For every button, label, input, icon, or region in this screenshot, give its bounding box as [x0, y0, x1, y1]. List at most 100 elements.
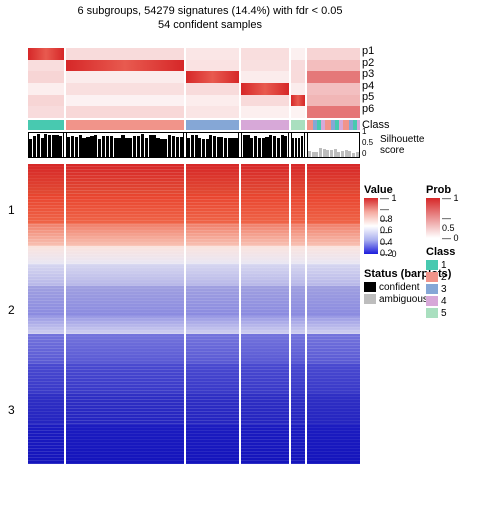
heatmap-block: [28, 194, 64, 224]
silhouette-group: [291, 133, 305, 157]
prob-colorbar: [426, 198, 440, 238]
class-group: [66, 120, 185, 130]
prob-group: [241, 48, 288, 118]
class-group: [241, 120, 288, 130]
heatmap-block: [307, 364, 360, 394]
value-colorbar: [364, 198, 378, 254]
heatmap-block: [28, 286, 64, 316]
prob-group: [291, 48, 305, 118]
heatmap-block: [241, 424, 288, 464]
class-group: [186, 120, 239, 130]
heatmap-block: [291, 164, 305, 194]
heatmap-block: [28, 424, 64, 464]
heatmap-block: [28, 164, 64, 194]
silhouette-label: Silhouettescore: [380, 134, 424, 156]
heatmap-block: [307, 224, 360, 246]
heatmap-block: [241, 164, 288, 194]
legend-item: 3: [426, 284, 455, 296]
heatmap-block: [291, 334, 305, 364]
row-label: 3: [8, 403, 15, 417]
class-group: [307, 120, 360, 130]
silhouette-group: [307, 133, 360, 157]
prob-label: p1: [362, 46, 374, 58]
heatmap-block: [28, 394, 64, 424]
heatmap-block: [66, 246, 185, 264]
heatmap-group: [307, 164, 360, 464]
probability-track: [28, 48, 360, 118]
heatmap-block: [291, 316, 305, 334]
heatmap-block: [291, 424, 305, 464]
heatmap-block: [66, 194, 185, 224]
class-legend: Class 12345: [426, 246, 455, 320]
prob-label: p6: [362, 104, 374, 116]
heatmap-block: [241, 316, 288, 334]
heatmap-block: [307, 424, 360, 464]
heatmap-block: [241, 286, 288, 316]
row-label: 2: [8, 303, 15, 317]
heatmap-group: [28, 164, 64, 464]
prob-label: p3: [362, 69, 374, 81]
silhouette-ticks: 1 0.5 0: [362, 128, 373, 158]
silhouette-group: [28, 133, 64, 157]
silhouette-track: [28, 132, 360, 158]
heatmap-block: [307, 164, 360, 194]
heatmap-block: [241, 246, 288, 264]
heatmap-block: [307, 334, 360, 364]
heatmap-block: [307, 316, 360, 334]
heatmap-block: [291, 264, 305, 286]
heatmap-block: [186, 194, 239, 224]
heatmap-block: [66, 286, 185, 316]
heatmap-block: [186, 424, 239, 464]
silhouette-group: [66, 133, 185, 157]
legend-item: confident: [364, 282, 484, 294]
value-legend: Value — 1— 0.8— 0.6— 0.4— 0.2— 0: [364, 184, 400, 254]
heatmap-block: [291, 286, 305, 316]
heatmap-block: [28, 264, 64, 286]
heatmap: [28, 164, 360, 464]
title-line-1: 6 subgroups, 54279 signatures (14.4%) wi…: [50, 4, 370, 18]
heatmap-group: [241, 164, 288, 464]
legend-item: 5: [426, 308, 455, 320]
legend-item: 4: [426, 296, 455, 308]
heatmap-block: [66, 224, 185, 246]
heatmap-block: [186, 224, 239, 246]
heatmap-block: [291, 364, 305, 394]
plot-title: 6 subgroups, 54279 signatures (14.4%) wi…: [50, 4, 370, 33]
heatmap-block: [186, 394, 239, 424]
heatmap-block: [241, 194, 288, 224]
heatmap-block: [66, 164, 185, 194]
heatmap-block: [241, 364, 288, 394]
heatmap-block: [66, 394, 185, 424]
heatmap-block: [66, 364, 185, 394]
heatmap-block: [291, 394, 305, 424]
heatmap-block: [186, 286, 239, 316]
heatmap-row-group-labels: 1 2 3: [8, 160, 15, 460]
heatmap-block: [186, 334, 239, 364]
heatmap-block: [186, 164, 239, 194]
heatmap-block: [28, 246, 64, 264]
heatmap-block: [241, 264, 288, 286]
heatmap-block: [186, 246, 239, 264]
heatmap-block: [186, 364, 239, 394]
legend-item: 2: [426, 272, 455, 284]
heatmap-block: [291, 246, 305, 264]
heatmap-block: [28, 334, 64, 364]
heatmap-block: [307, 394, 360, 424]
legend-item: ambiguous: [364, 294, 484, 306]
value-colorbar-ticks: — 1— 0.8— 0.6— 0.4— 0.2— 0: [380, 198, 400, 254]
heatmap-block: [291, 194, 305, 224]
prob-label: p5: [362, 92, 374, 104]
prob-row-labels: p1p2p3p4p5p6: [362, 46, 374, 115]
heatmap-group: [291, 164, 305, 464]
heatmap-block: [307, 194, 360, 224]
prob-group: [307, 48, 360, 118]
heatmap-block: [241, 334, 288, 364]
row-label: 1: [8, 203, 15, 217]
heatmap-block: [291, 224, 305, 246]
silhouette-group: [241, 133, 288, 157]
heatmap-block: [66, 316, 185, 334]
heatmap-block: [28, 224, 64, 246]
main-plot-area: [28, 48, 360, 464]
prob-legend: Prob — 1— 0.5— 0: [426, 184, 462, 238]
class-track: [28, 120, 360, 130]
